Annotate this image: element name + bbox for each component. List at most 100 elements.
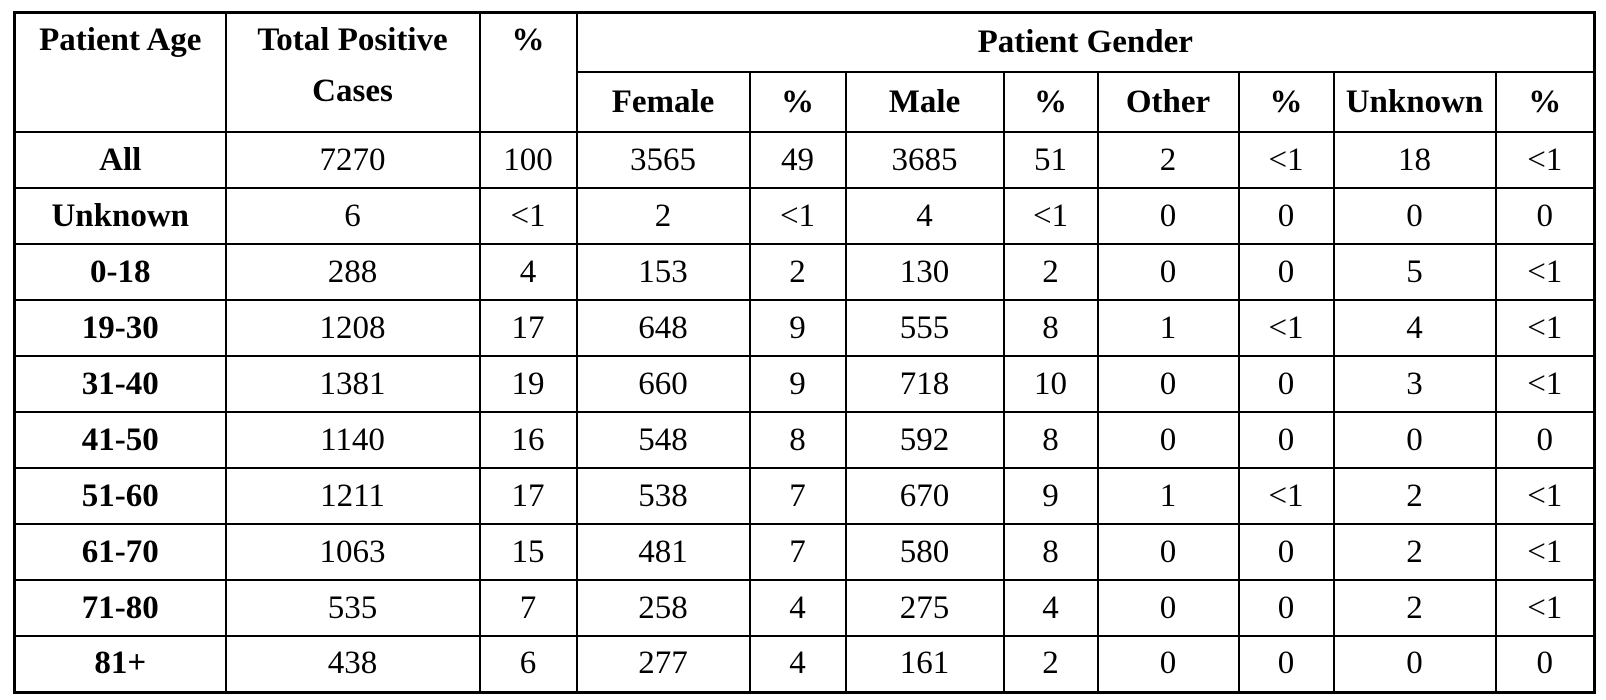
table-row: 19-30 1208 17 648 9 555 8 1 <1 4 <1 bbox=[13, 299, 1596, 357]
cell-female-percent: 2 bbox=[748, 243, 847, 301]
cell-total-percent: 17 bbox=[478, 299, 578, 357]
cell-total-positive-cases: 1381 bbox=[224, 355, 481, 413]
cell-unknown-count: 18 bbox=[1332, 131, 1497, 189]
cell-total-percent: 19 bbox=[478, 355, 578, 413]
patient-age-gender-table: Patient Age Total Positive Cases % Patie… bbox=[13, 11, 1596, 694]
cell-unknown-count: 0 bbox=[1332, 635, 1497, 693]
cell-female-percent: 7 bbox=[748, 467, 847, 525]
cell-unknown-percent: <1 bbox=[1494, 243, 1596, 301]
cell-unknown-percent: <1 bbox=[1494, 579, 1596, 637]
cell-other-count: 1 bbox=[1096, 299, 1240, 357]
cell-unknown-count: 0 bbox=[1332, 411, 1497, 469]
col-header-patient-gender: Patient Gender bbox=[575, 11, 1596, 73]
table-row: 0-18 288 4 153 2 130 2 0 0 5 <1 bbox=[13, 243, 1596, 301]
cell-male-count: 130 bbox=[844, 243, 1005, 301]
cell-female-percent: 9 bbox=[748, 355, 847, 413]
cell-total-positive-cases: 7270 bbox=[224, 131, 481, 189]
cell-other-percent: 0 bbox=[1237, 355, 1335, 413]
cell-male-percent: 8 bbox=[1002, 411, 1099, 469]
cell-male-percent: 51 bbox=[1002, 131, 1099, 189]
cell-female-percent: 49 bbox=[748, 131, 847, 189]
cell-total-positive-cases: 288 bbox=[224, 243, 481, 301]
cell-total-percent: 6 bbox=[478, 635, 578, 693]
cell-total-positive-cases: 1211 bbox=[224, 467, 481, 525]
col-header-male-percent: % bbox=[1002, 71, 1099, 133]
cell-male-count: 718 bbox=[844, 355, 1005, 413]
cell-unknown-percent: <1 bbox=[1494, 299, 1596, 357]
col-header-patient-age: Patient Age bbox=[13, 11, 227, 133]
table-row: 61-70 1063 15 481 7 580 8 0 0 2 <1 bbox=[13, 523, 1596, 581]
cell-other-percent: <1 bbox=[1237, 131, 1335, 189]
table-row: Unknown 6 <1 2 <1 4 <1 0 0 0 0 bbox=[13, 187, 1596, 245]
cell-male-count: 580 bbox=[844, 523, 1005, 581]
cell-unknown-percent: <1 bbox=[1494, 523, 1596, 581]
cell-female-percent: 4 bbox=[748, 635, 847, 693]
cell-total-positive-cases: 6 bbox=[224, 187, 481, 245]
row-label-age-group: Unknown bbox=[13, 187, 227, 245]
cell-female-percent: 8 bbox=[748, 411, 847, 469]
cell-other-count: 0 bbox=[1096, 523, 1240, 581]
col-header-total-positive-cases: Total Positive Cases bbox=[224, 11, 481, 133]
col-header-unknown-percent: % bbox=[1494, 71, 1596, 133]
cell-total-positive-cases: 1140 bbox=[224, 411, 481, 469]
cell-female-count: 258 bbox=[575, 579, 751, 637]
cell-female-percent: 9 bbox=[748, 299, 847, 357]
cell-other-count: 0 bbox=[1096, 355, 1240, 413]
table-row: 31-40 1381 19 660 9 718 10 0 0 3 <1 bbox=[13, 355, 1596, 413]
cell-total-positive-cases: 438 bbox=[224, 635, 481, 693]
cell-male-count: 3685 bbox=[844, 131, 1005, 189]
cell-male-count: 4 bbox=[844, 187, 1005, 245]
cell-other-percent: 0 bbox=[1237, 523, 1335, 581]
cell-total-percent: 15 bbox=[478, 523, 578, 581]
cell-male-count: 275 bbox=[844, 579, 1005, 637]
cell-female-count: 277 bbox=[575, 635, 751, 693]
col-header-female-percent: % bbox=[748, 71, 847, 133]
col-header-female: Female bbox=[575, 71, 751, 133]
cell-unknown-count: 5 bbox=[1332, 243, 1497, 301]
header-row-1: Patient Age Total Positive Cases % Patie… bbox=[13, 11, 1596, 133]
cell-total-positive-cases: 1063 bbox=[224, 523, 481, 581]
cell-total-percent: 16 bbox=[478, 411, 578, 469]
row-label-age-group: 41-50 bbox=[13, 411, 227, 469]
table-row: 81+ 438 6 277 4 161 2 0 0 0 0 bbox=[13, 635, 1596, 693]
cell-other-percent: <1 bbox=[1237, 467, 1335, 525]
cell-unknown-percent: <1 bbox=[1494, 131, 1596, 189]
cell-other-count: 2 bbox=[1096, 131, 1240, 189]
cell-other-percent: 0 bbox=[1237, 411, 1335, 469]
col-header-male: Male bbox=[844, 71, 1005, 133]
cell-male-percent: 9 bbox=[1002, 467, 1099, 525]
cell-female-percent: 4 bbox=[748, 579, 847, 637]
table-row: 51-60 1211 17 538 7 670 9 1 <1 2 <1 bbox=[13, 467, 1596, 525]
cell-other-percent: 0 bbox=[1237, 579, 1335, 637]
row-label-age-group: 51-60 bbox=[13, 467, 227, 525]
cell-male-percent: 2 bbox=[1002, 243, 1099, 301]
row-label-age-group: 81+ bbox=[13, 635, 227, 693]
cell-total-percent: 100 bbox=[478, 131, 578, 189]
cell-other-percent: 0 bbox=[1237, 243, 1335, 301]
header-row-2: Female % Male % Other % Unknown % bbox=[15, 71, 1596, 133]
cell-total-percent: 17 bbox=[478, 467, 578, 525]
cell-male-percent: 4 bbox=[1002, 579, 1099, 637]
table-body: All 7270 100 3565 49 3685 51 2 <1 18 <1 … bbox=[13, 131, 1596, 693]
table-row: All 7270 100 3565 49 3685 51 2 <1 18 <1 bbox=[13, 131, 1596, 189]
cell-female-count: 660 bbox=[575, 355, 751, 413]
cell-unknown-count: 2 bbox=[1332, 579, 1497, 637]
cell-unknown-percent: 0 bbox=[1494, 187, 1596, 245]
cell-unknown-percent: <1 bbox=[1494, 355, 1596, 413]
cell-unknown-count: 2 bbox=[1332, 523, 1497, 581]
cell-female-count: 648 bbox=[575, 299, 751, 357]
row-label-age-group: 61-70 bbox=[13, 523, 227, 581]
col-header-total-percent: % bbox=[478, 11, 578, 133]
row-label-age-group: All bbox=[13, 131, 227, 189]
cell-total-percent: 7 bbox=[478, 579, 578, 637]
col-header-other: Other bbox=[1096, 71, 1240, 133]
cell-unknown-count: 3 bbox=[1332, 355, 1497, 413]
row-label-age-group: 71-80 bbox=[13, 579, 227, 637]
cell-female-percent: 7 bbox=[748, 523, 847, 581]
cell-total-percent: 4 bbox=[478, 243, 578, 301]
cell-unknown-count: 2 bbox=[1332, 467, 1497, 525]
row-label-age-group: 31-40 bbox=[13, 355, 227, 413]
cell-other-count: 1 bbox=[1096, 467, 1240, 525]
cell-unknown-percent: 0 bbox=[1494, 635, 1596, 693]
cell-male-percent: 10 bbox=[1002, 355, 1099, 413]
